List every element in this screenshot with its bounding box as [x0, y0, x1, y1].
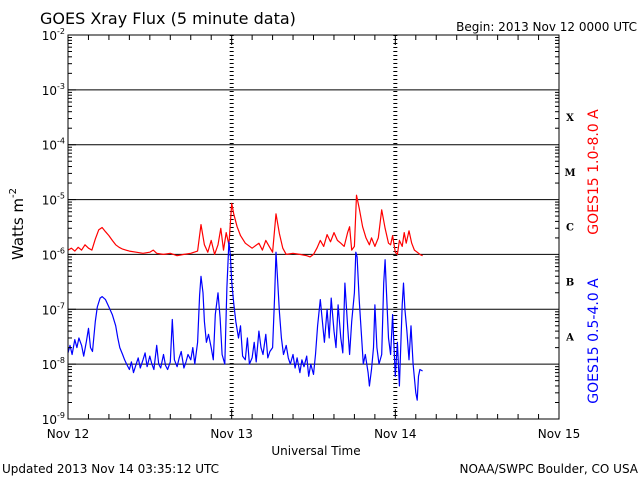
- flare-class-label: X: [566, 113, 574, 124]
- chart-title: GOES Xray Flux (5 minute data): [40, 9, 296, 28]
- y-tick-label-base: 10: [42, 248, 57, 262]
- source-label: NOAA/SWPC Boulder, CO USA: [460, 462, 639, 476]
- y-tick-label-exp: -7: [57, 301, 65, 310]
- flare-class-label: B: [566, 278, 574, 289]
- begin-label: Begin: 2013 Nov 12 0000 UTC: [456, 20, 637, 34]
- y-tick-label: 10-6: [42, 246, 65, 262]
- legend-long-channel: GOES15 1.0-8.0 A: [586, 109, 602, 235]
- y-tick-label: 10-3: [42, 82, 65, 98]
- y-tick-label-exp: -4: [57, 137, 65, 146]
- y-tick-label: 10-9: [42, 411, 65, 427]
- series-layer: [67, 194, 423, 401]
- grid-layer: [68, 35, 559, 419]
- x-tick-label: Nov 15: [538, 427, 581, 441]
- legend-short-channel: GOES15 0.5-4.0 A: [586, 278, 602, 404]
- y-axis-label-exp: -2: [8, 188, 19, 198]
- y-tick-label-exp: -8: [57, 356, 65, 365]
- y-tick-label: 10-7: [42, 301, 65, 317]
- y-tick-label-base: 10: [42, 413, 57, 427]
- y-tick-label: 10-2: [42, 27, 65, 43]
- y-axis-label: Watts m-2: [8, 188, 27, 260]
- y-tick-label-base: 10: [42, 303, 57, 317]
- y-tick-label-base: 10: [42, 194, 57, 208]
- series-line-long-channel: [67, 194, 423, 258]
- y-tick-label-exp: -2: [57, 27, 65, 36]
- axis-layer: [67, 34, 560, 420]
- flare-class-label: M: [564, 168, 575, 179]
- y-axis-label-base: Watts m: [9, 198, 27, 260]
- flare-class-label: C: [566, 223, 574, 234]
- flare-class-label: A: [565, 332, 574, 343]
- y-tick-label-base: 10: [42, 29, 57, 43]
- y-tick-label-base: 10: [42, 358, 57, 372]
- y-tick-label-exp: -5: [57, 192, 65, 201]
- x-axis-label: Universal Time: [271, 444, 360, 458]
- y-tick-label-base: 10: [42, 84, 57, 98]
- x-tick-label: Nov 13: [210, 427, 253, 441]
- y-tick-label-exp: -6: [57, 246, 65, 255]
- x-tick-label: Nov 12: [47, 427, 90, 441]
- y-tick-label: 10-8: [42, 356, 65, 372]
- y-tick-label: 10-5: [42, 192, 65, 208]
- plot-frame: [67, 34, 560, 420]
- updated-label: Updated 2013 Nov 14 03:35:12 UTC: [2, 462, 219, 476]
- y-tick-label-exp: -9: [57, 411, 65, 420]
- y-tick-label-base: 10: [42, 139, 57, 153]
- series-line-short-channel: [67, 241, 423, 401]
- y-tick-label: 10-4: [42, 137, 65, 153]
- y-tick-label-exp: -3: [57, 82, 65, 91]
- x-tick-label: Nov 14: [374, 427, 417, 441]
